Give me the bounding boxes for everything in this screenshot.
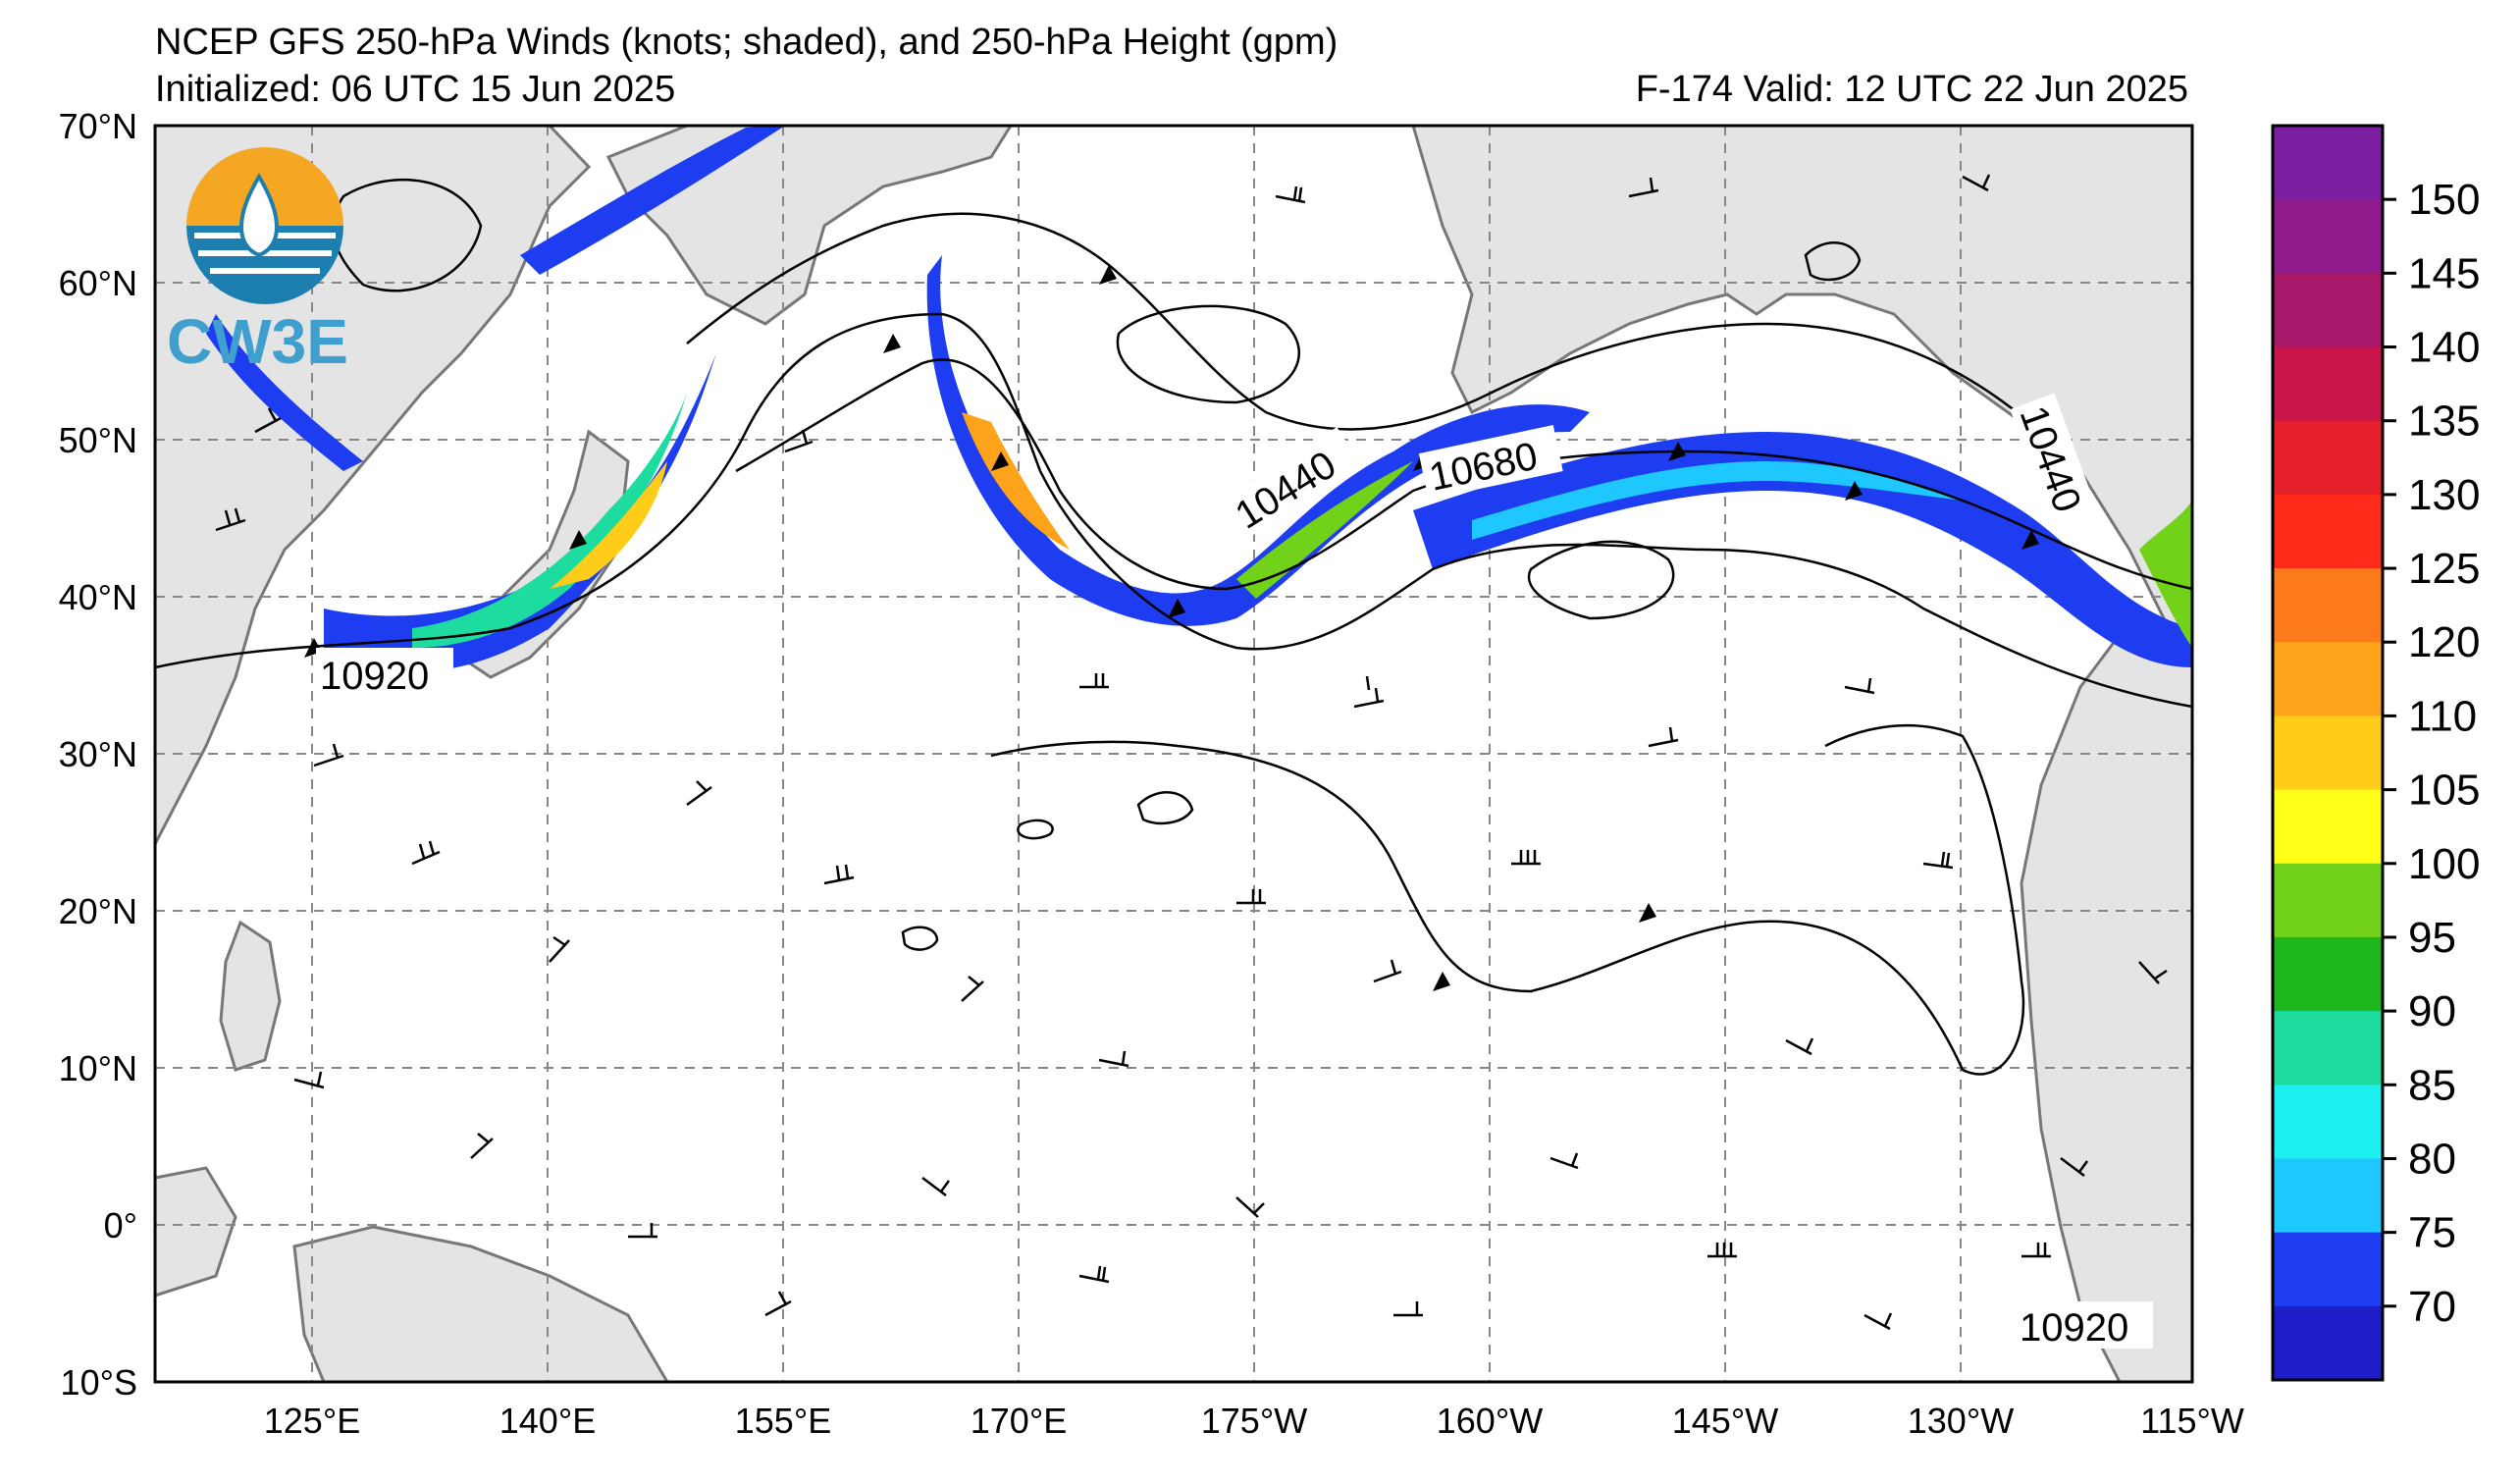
asia-landmass: [155, 126, 592, 845]
colorbar-swatch: [2273, 126, 2383, 200]
lon-label: 175°W: [1201, 1401, 1307, 1441]
colorbar-swatch: [2273, 1232, 2383, 1307]
jet-central: [926, 255, 1590, 626]
colorbar-swatch: [2273, 568, 2383, 643]
colorbar-tick-label: 95: [2408, 914, 2456, 962]
colorbar-frame: [2271, 124, 2385, 1382]
contour-loop-north: [1116, 304, 1301, 404]
contour-loop-alaska: [1804, 241, 1862, 282]
north-america-landmass: [2020, 607, 2192, 1382]
colorbar-swatch: [2273, 1011, 2383, 1086]
colorbar-tick-label: 90: [2408, 987, 2456, 1035]
lon-label: 115°W: [2140, 1401, 2244, 1441]
jet-northwest: [206, 314, 363, 471]
graticule: [155, 126, 2192, 1382]
colorbar-tick-label: 105: [2408, 767, 2480, 815]
plot-frame: [153, 124, 2194, 1384]
colorbar-swatch: [2273, 789, 2383, 865]
colorbar-tick-label: 85: [2408, 1061, 2456, 1109]
lat-label: 50°N: [59, 420, 137, 460]
lat-label: 40°N: [59, 577, 137, 617]
new-guinea-island: [292, 1225, 669, 1382]
colorbar-tick-label: 80: [2408, 1135, 2456, 1183]
colorbar-swatch: [2273, 494, 2383, 569]
colorbar-tick-label: 135: [2408, 397, 2480, 446]
logo-text: CW3E: [167, 306, 348, 377]
colorbar-tick-label: 140: [2408, 324, 2480, 372]
lat-label: 60°N: [59, 263, 137, 303]
colorbar-tick-label: 110: [2408, 692, 2477, 740]
colorbar-swatch: [2273, 715, 2383, 791]
colorbar-swatch: [2273, 420, 2383, 496]
philippines-island: [219, 920, 282, 1072]
contour-10440-line: [686, 212, 2062, 452]
contour-loop-small: [1017, 819, 1054, 840]
lat-label: 0°: [104, 1205, 137, 1245]
contour-label-10920-west: 10920: [320, 655, 429, 698]
lat-label: 10°N: [59, 1048, 137, 1088]
jet-central-core: [962, 412, 1070, 550]
colorbar-swatch: [2273, 1158, 2383, 1234]
colorbar-tick-label: 75: [2408, 1209, 2456, 1257]
lon-label: 145°W: [1672, 1401, 1778, 1441]
colorbar-tick-label: 130: [2408, 471, 2480, 519]
lon-label: 125°E: [264, 1401, 360, 1441]
colorbar-swatch: [2273, 273, 2383, 348]
colorbar-swatch: [2273, 199, 2383, 274]
colorbar-swatch: [2273, 863, 2383, 938]
initialized-time: Initialized: 06 UTC 15 Jun 2025: [155, 69, 676, 110]
contour-10680-line: [735, 358, 2192, 591]
lon-label: 170°E: [971, 1401, 1067, 1441]
lat-label: 20°N: [59, 891, 137, 931]
jet-stream-shading: [206, 126, 2192, 672]
contour-label-10920-east: 10920: [2020, 1306, 2128, 1350]
contour-10920-line: [155, 312, 2192, 709]
lat-label: 70°N: [59, 106, 137, 146]
colorbar-swatch: [2273, 936, 2383, 1012]
jet-north: [520, 126, 785, 275]
colorbar-tick-label: 125: [2408, 545, 2480, 593]
height-contours: [155, 178, 2192, 1076]
contour-loop-west: [901, 926, 939, 951]
lon-label: 155°E: [735, 1401, 831, 1441]
jet-east-core: [1472, 461, 1963, 540]
jet-central-band: [1236, 461, 1413, 599]
colorbar-tick-label: 100: [2408, 840, 2480, 888]
lat-label: 30°N: [59, 734, 137, 774]
contour-loop-east: [1527, 540, 1675, 620]
subtropical-contour: [990, 723, 2025, 1076]
lon-label: 130°W: [1908, 1401, 2014, 1441]
lat-labels: 70°N 60°N 50°N 40°N 30°N 20°N 10°N 0° 10…: [59, 106, 137, 1403]
alaska-landmass: [1411, 126, 2192, 640]
wind-barbs: [215, 174, 2168, 1331]
jet-west-core: [412, 393, 687, 648]
map-title: NCEP GFS 250-hPa Winds (knots; shaded), …: [155, 22, 1339, 63]
colorbar-tick-label: 150: [2408, 176, 2480, 224]
jet-far-east: [2139, 501, 2192, 648]
land-masses: [155, 126, 2192, 1382]
cw3e-logo-icon: CW3E: [167, 147, 348, 377]
contour-loop-mid: [1136, 791, 1194, 825]
colorbar-swatch: [2273, 1085, 2383, 1159]
borneo-island: [155, 1166, 237, 1298]
colorbar-tick-label: 70: [2408, 1283, 2456, 1331]
contour-labels: 10920 10440 10680 10440 10920: [316, 393, 2153, 1350]
lon-labels: 125°E 140°E 155°E 170°E 175°W 160°W 145°…: [264, 1401, 2244, 1441]
colorbar: 150 145 140 135 130 125 120 110 105 100 95 90 85 80 75…: [2271, 124, 2480, 1382]
colorbar-tick-label: 145: [2408, 249, 2480, 297]
colorbar-tick-label: 120: [2408, 618, 2480, 666]
colorbar-swatch: [2273, 642, 2383, 716]
lon-label: 140°E: [499, 1401, 596, 1441]
colorbar-swatch: [2273, 1305, 2383, 1381]
colorbar-swatch: [2273, 346, 2383, 422]
valid-time: F-174 Valid: 12 UTC 22 Jun 2025: [1635, 69, 2188, 110]
lon-label: 160°W: [1437, 1401, 1543, 1441]
lat-label: 10°S: [61, 1362, 137, 1403]
